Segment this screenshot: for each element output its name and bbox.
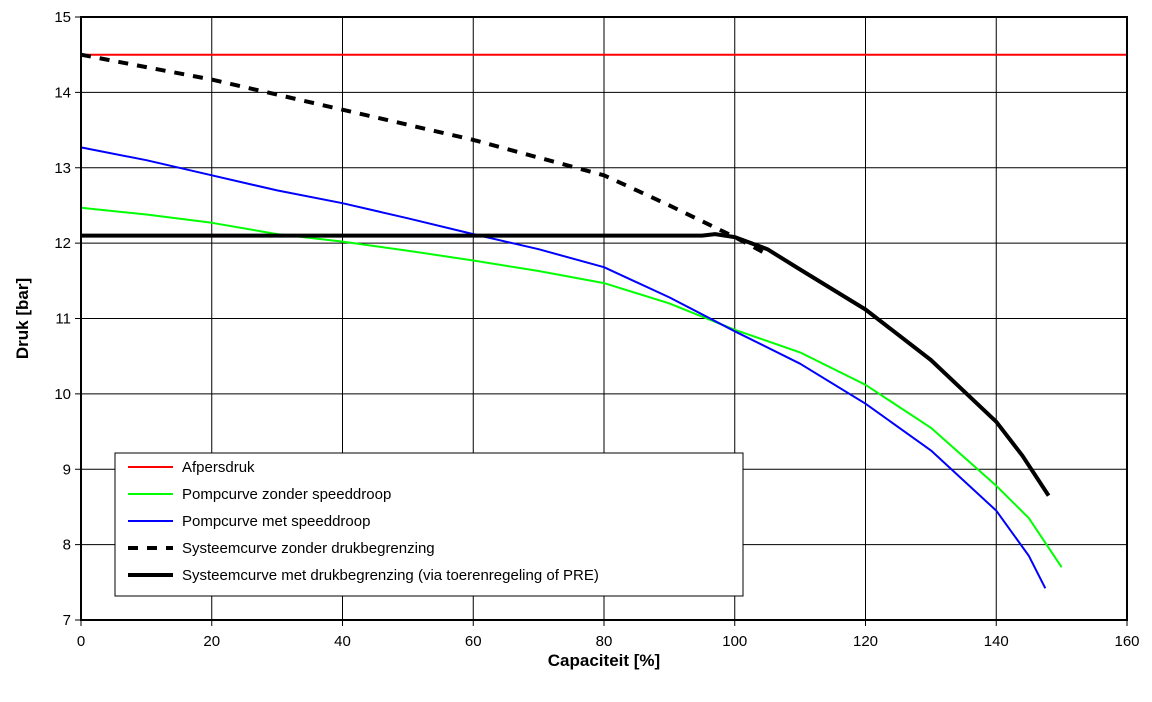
x-axis-title: Capaciteit [%] xyxy=(548,651,660,670)
legend-label: Systeemcurve zonder drukbegrenzing xyxy=(182,540,435,557)
series-line-2 xyxy=(80,206,1063,568)
x-tick-label: 40 xyxy=(334,633,351,650)
y-tick-label: 10 xyxy=(54,386,71,403)
y-tick-label: 11 xyxy=(55,311,71,328)
series-line-3 xyxy=(80,146,1047,589)
y-tick-label: 12 xyxy=(54,235,71,252)
legend-label: Systeemcurve met drukbegrenzing (via toe… xyxy=(182,567,599,584)
legend-label: Pompcurve zonder speeddroop xyxy=(182,486,391,503)
series-line-4 xyxy=(80,52,769,257)
x-tick-label: 20 xyxy=(203,633,220,650)
y-tick-label: 13 xyxy=(54,160,71,177)
y-tick-label: 7 xyxy=(63,612,71,629)
legend-label: Afpersdruk xyxy=(182,459,255,476)
y-tick-label: 8 xyxy=(63,537,71,554)
series-line-5 xyxy=(81,232,1051,497)
y-tick-label: 15 xyxy=(54,9,71,26)
y-tick-label: 9 xyxy=(63,461,71,478)
x-tick-label: 120 xyxy=(853,633,878,650)
x-tick-label: 80 xyxy=(596,633,613,650)
x-tick-label: 140 xyxy=(984,633,1009,650)
x-tick-label: 160 xyxy=(1114,633,1139,650)
y-tick-label: 14 xyxy=(54,84,71,101)
legend: Afpersdruk Pompcurve zonder speeddroop Pom… xyxy=(114,452,744,597)
y-axis-title: Druk [bar] xyxy=(13,278,32,359)
legend-box xyxy=(114,452,744,597)
legend-label: Pompcurve met speeddroop xyxy=(182,513,370,530)
x-tick-label: 100 xyxy=(722,633,747,650)
plot-border xyxy=(80,16,1128,621)
x-tick-label: 60 xyxy=(465,633,482,650)
series-lines xyxy=(80,52,1127,589)
axis-ticks: 0 20 40 60 80 100 120 140 160 7 8 9 10 11 12 13 14 15 xyxy=(54,9,1139,650)
x-tick-label: 0 xyxy=(77,633,85,650)
